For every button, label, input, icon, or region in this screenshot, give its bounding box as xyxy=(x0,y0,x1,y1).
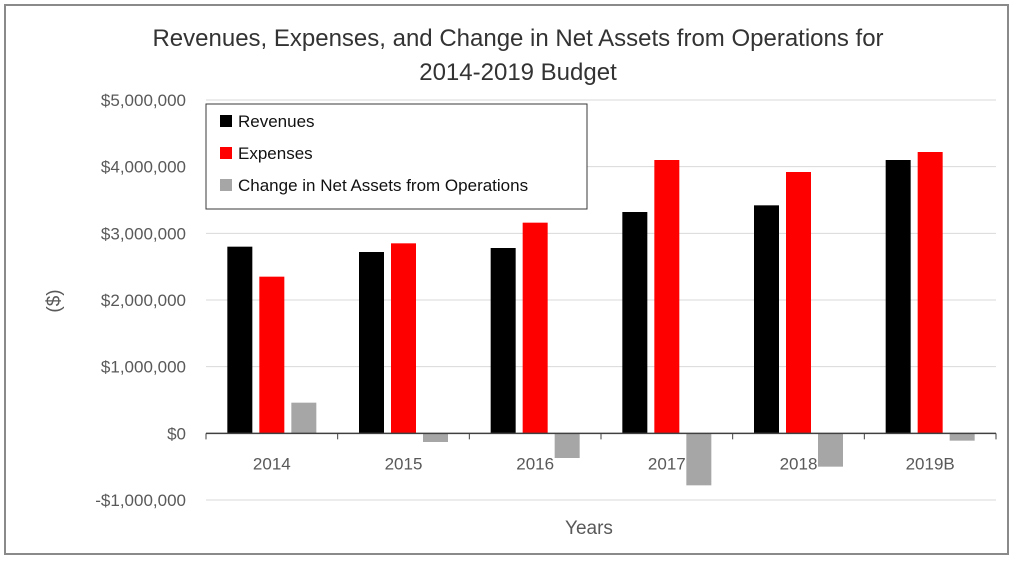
bar-change-in-net-assets-from-operations-2014 xyxy=(291,402,317,434)
chart-frame: Revenues, Expenses, and Change in Net As… xyxy=(4,4,1009,555)
y-axis-title: ($) xyxy=(44,289,65,312)
legend-label: Revenues xyxy=(238,112,315,131)
bar-change-in-net-assets-from-operations-2015 xyxy=(423,433,448,442)
legend-label: Change in Net Assets from Operations xyxy=(238,176,528,195)
y-tick-label: $3,000,000 xyxy=(101,224,186,243)
bar-chart: Revenues, Expenses, and Change in Net As… xyxy=(44,25,997,539)
legend: Revenues Expenses Change in Net Assets fro… xyxy=(205,103,588,210)
bar-change-in-net-assets-from-operations-2017 xyxy=(686,433,712,486)
legend-swatch xyxy=(220,179,232,191)
legend-swatch xyxy=(220,115,232,127)
x-axis-title: Years xyxy=(565,518,613,539)
y-tick-label: $2,000,000 xyxy=(101,291,186,310)
legend-box xyxy=(205,103,588,210)
x-tick-label: 2015 xyxy=(385,454,423,473)
bar-expenses-2014 xyxy=(259,276,285,434)
x-tick-label: 2017 xyxy=(648,454,686,473)
bar-revenues-2014 xyxy=(227,246,253,434)
bar-expenses-2019b xyxy=(917,152,943,434)
y-tick-label: $1,000,000 xyxy=(101,358,186,377)
bar-change-in-net-assets-from-operations-2019b xyxy=(949,433,975,441)
bar-revenues-2015 xyxy=(359,252,384,434)
chart-title-line-1: Revenues, Expenses, and Change in Net As… xyxy=(152,25,883,52)
legend-label: Expenses xyxy=(238,144,313,163)
x-tick-label: 2016 xyxy=(516,454,554,473)
y-tick-label: $5,000,000 xyxy=(101,91,186,110)
x-tick-label: 2014 xyxy=(253,454,291,473)
bar-expenses-2018 xyxy=(786,172,811,434)
x-axis xyxy=(205,432,997,440)
bar-expenses-2017 xyxy=(654,160,680,434)
y-tick-label: $0 xyxy=(167,424,186,443)
x-tick-label: 2019B xyxy=(906,454,955,473)
legend-swatch xyxy=(220,147,232,159)
y-axis-tick-labels: $5,000,000 $4,000,000 $3,000,000 $2,000,000… xyxy=(95,91,186,510)
x-tick-label: 2018 xyxy=(780,454,818,473)
bar-revenues-2018 xyxy=(754,205,779,434)
x-axis-tick-labels: 2014 2015 2016 2017 2018 2019B xyxy=(253,454,955,473)
bar-revenues-2019b xyxy=(885,160,911,434)
bar-expenses-2015 xyxy=(391,243,416,434)
bar-revenues-2016 xyxy=(490,248,516,434)
bar-expenses-2016 xyxy=(522,222,548,434)
y-tick-label: -$1,000,000 xyxy=(95,491,186,510)
bar-change-in-net-assets-from-operations-2018 xyxy=(818,433,843,467)
bar-revenues-2017 xyxy=(622,212,648,434)
bar-change-in-net-assets-from-operations-2016 xyxy=(554,433,580,458)
y-tick-label: $4,000,000 xyxy=(101,158,186,177)
bars xyxy=(227,152,975,486)
chart-title-line-2: 2014-2019 Budget xyxy=(419,59,617,86)
